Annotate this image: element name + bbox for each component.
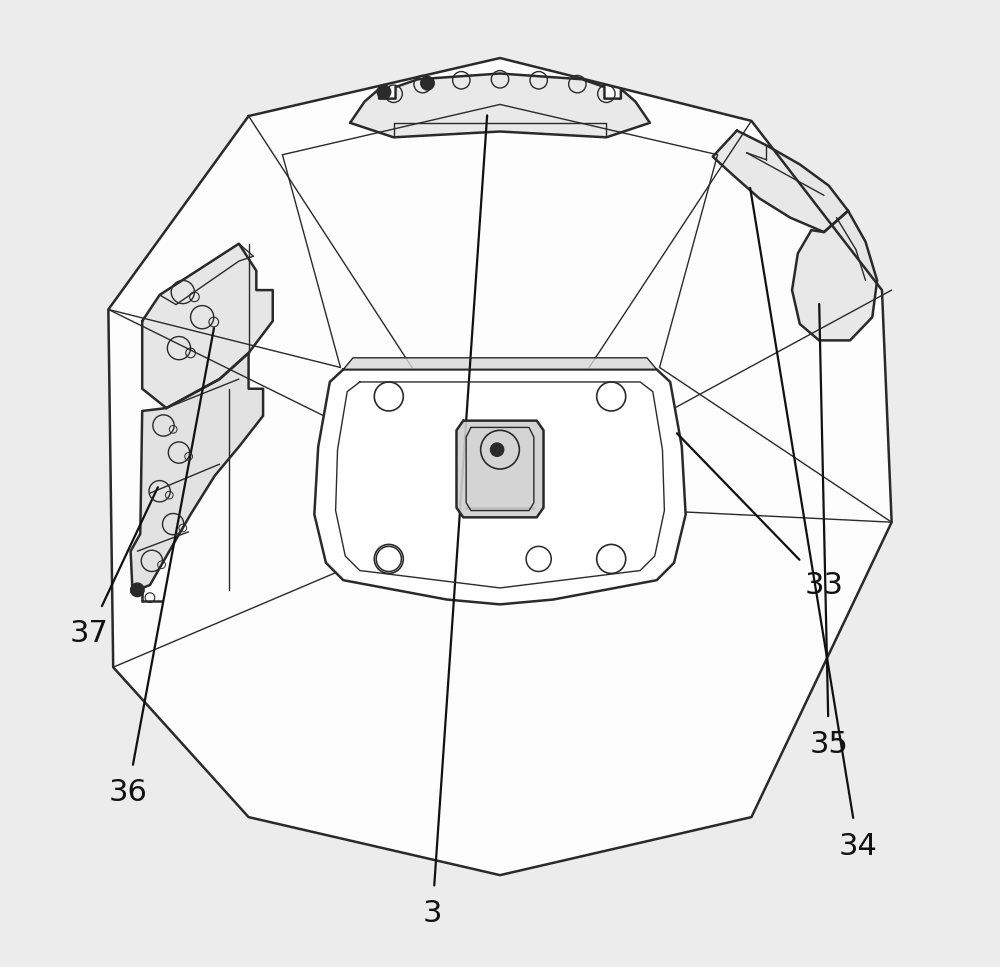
Polygon shape [350,73,650,137]
Polygon shape [792,211,877,340]
Polygon shape [108,58,892,875]
Text: 33: 33 [677,433,843,600]
Polygon shape [142,244,273,408]
Text: 37: 37 [70,487,158,648]
Polygon shape [456,421,544,517]
Text: 3: 3 [423,115,487,928]
Text: 34: 34 [750,188,877,861]
Polygon shape [314,369,686,604]
Circle shape [490,443,504,456]
Polygon shape [343,358,657,369]
Polygon shape [713,131,848,232]
Circle shape [377,85,391,99]
Polygon shape [131,353,263,592]
Circle shape [131,583,144,597]
Text: 35: 35 [809,304,848,759]
Circle shape [421,76,434,90]
Text: 36: 36 [108,328,214,807]
